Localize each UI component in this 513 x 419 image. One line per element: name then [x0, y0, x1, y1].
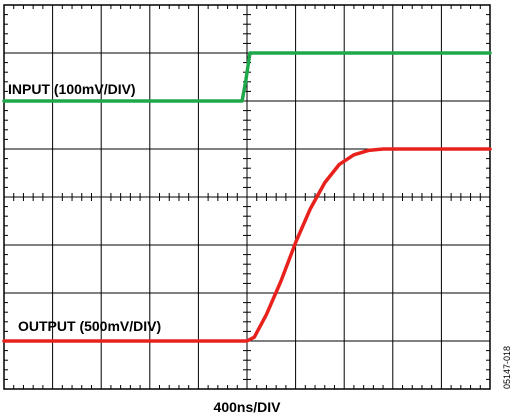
figure-id: 05147-018	[502, 346, 512, 389]
traces	[2, 51, 492, 343]
output-trace-label: OUTPUT (500mV/DIV)	[18, 318, 161, 334]
output-trace	[2, 147, 492, 343]
x-axis-label: 400ns/DIV	[214, 399, 282, 415]
input-trace	[2, 51, 492, 103]
plot-frame	[3, 4, 491, 390]
input-trace-label: INPUT (100mV/DIV)	[8, 81, 136, 97]
